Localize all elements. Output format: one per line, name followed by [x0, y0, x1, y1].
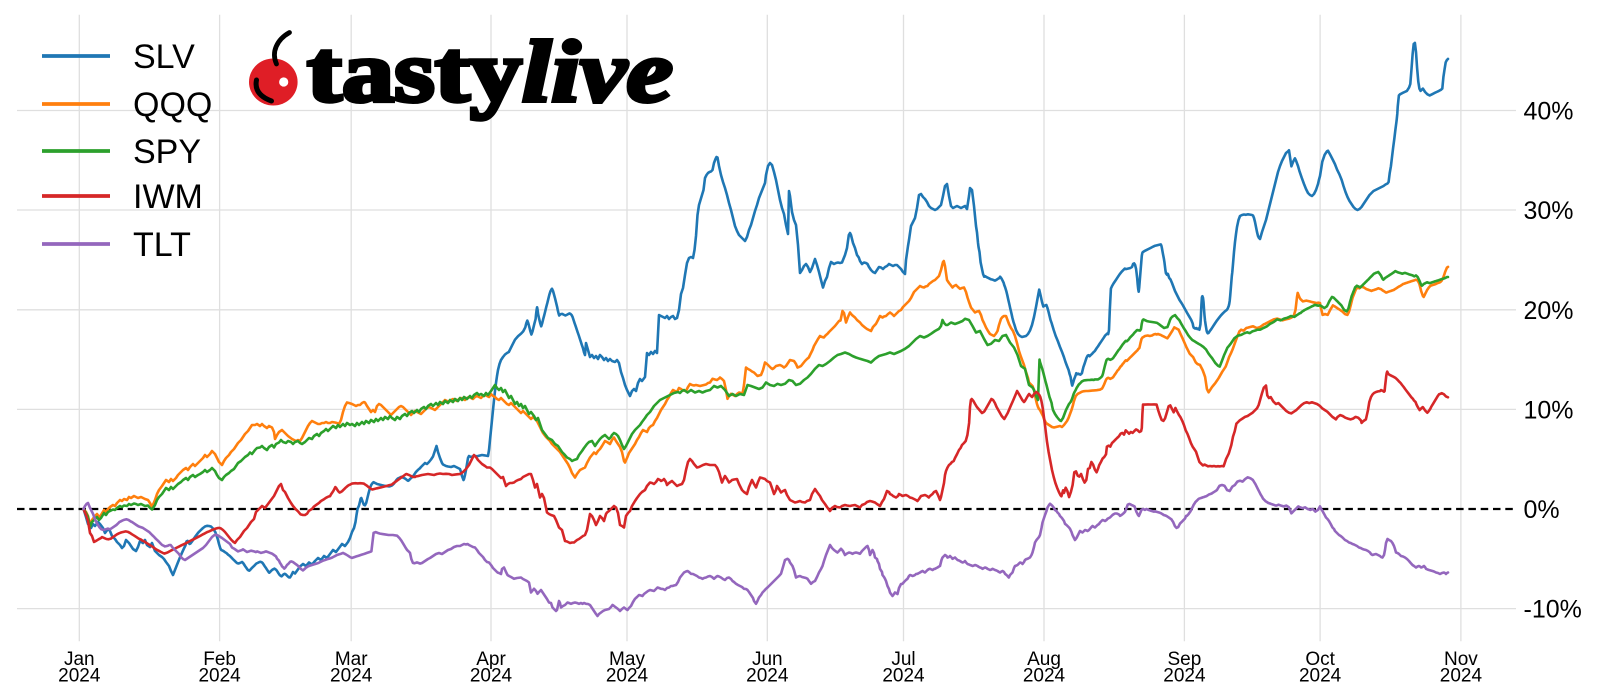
- svg-text:Nov: Nov: [1444, 649, 1478, 670]
- svg-text:2024: 2024: [1163, 666, 1206, 687]
- svg-text:Jan: Jan: [64, 649, 95, 670]
- svg-text:IWM: IWM: [133, 178, 203, 216]
- svg-text:40%: 40%: [1524, 98, 1574, 126]
- svg-text:TLT: TLT: [133, 226, 191, 264]
- svg-text:May: May: [609, 649, 645, 670]
- svg-text:Aug: Aug: [1027, 649, 1061, 670]
- svg-text:0%: 0%: [1524, 496, 1560, 524]
- svg-text:2024: 2024: [58, 666, 101, 687]
- svg-text:QQQ: QQQ: [133, 86, 212, 124]
- svg-text:2024: 2024: [606, 666, 649, 687]
- svg-text:Sep: Sep: [1167, 649, 1201, 670]
- svg-text:2024: 2024: [1023, 666, 1066, 687]
- svg-text:10%: 10%: [1524, 396, 1574, 424]
- svg-text:2024: 2024: [1440, 666, 1483, 687]
- svg-text:Oct: Oct: [1305, 649, 1335, 670]
- svg-text:-10%: -10%: [1524, 596, 1582, 624]
- svg-text:2024: 2024: [1299, 666, 1342, 687]
- svg-text:Jul: Jul: [891, 649, 915, 670]
- svg-text:2024: 2024: [330, 666, 373, 687]
- svg-text:SLV: SLV: [133, 38, 195, 76]
- svg-text:2024: 2024: [198, 666, 241, 687]
- svg-text:Apr: Apr: [476, 649, 506, 670]
- svg-text:Feb: Feb: [203, 649, 236, 670]
- svg-text:2024: 2024: [882, 666, 925, 687]
- svg-text:Mar: Mar: [335, 649, 368, 670]
- svg-text:2024: 2024: [470, 666, 513, 687]
- svg-text:2024: 2024: [746, 666, 789, 687]
- svg-text:SPY: SPY: [133, 133, 201, 171]
- svg-text:Jun: Jun: [752, 649, 783, 670]
- svg-text:30%: 30%: [1524, 197, 1574, 225]
- svg-text:20%: 20%: [1524, 297, 1574, 325]
